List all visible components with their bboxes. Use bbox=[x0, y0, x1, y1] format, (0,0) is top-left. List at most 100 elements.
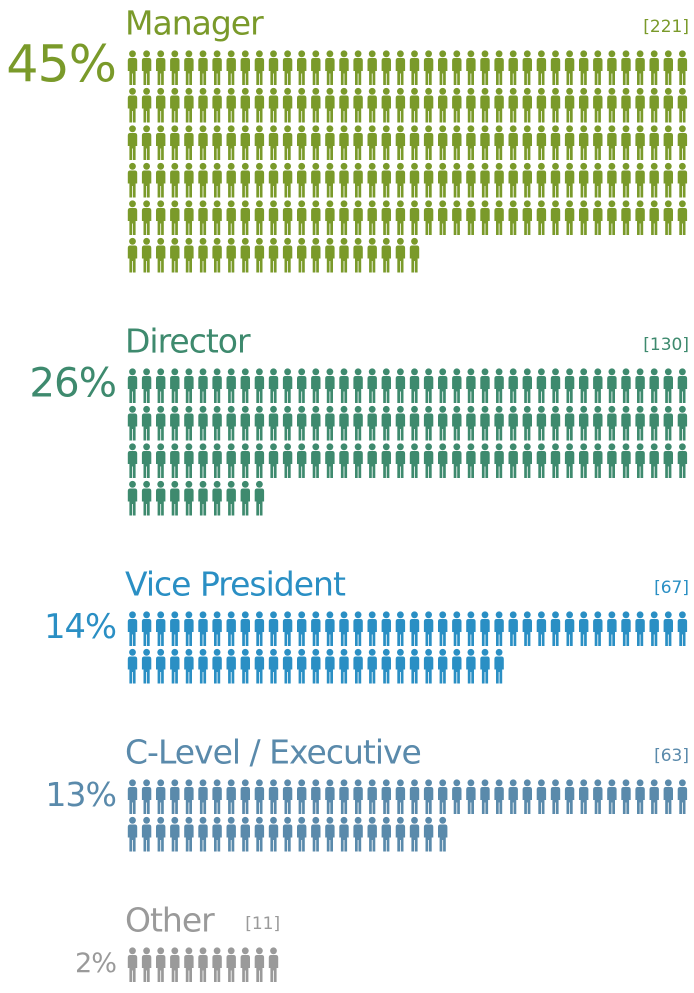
icon-head bbox=[453, 779, 461, 787]
icon-head bbox=[495, 443, 503, 451]
icon-head bbox=[340, 125, 348, 133]
icon-body bbox=[339, 58, 349, 85]
icon-head bbox=[326, 648, 334, 656]
person-icon bbox=[452, 443, 462, 478]
icon-head bbox=[171, 50, 179, 58]
icon-head bbox=[157, 480, 165, 488]
person-icon bbox=[466, 50, 476, 85]
person-icon bbox=[198, 237, 208, 273]
icon-body bbox=[423, 787, 434, 814]
icon-head bbox=[509, 87, 517, 95]
icon-body bbox=[635, 133, 645, 160]
icon-body bbox=[423, 413, 434, 441]
person-icon bbox=[268, 237, 279, 273]
person-icon bbox=[254, 611, 265, 646]
icon-body bbox=[311, 58, 321, 85]
person-icon bbox=[564, 125, 575, 160]
icon-head bbox=[566, 405, 573, 413]
icon-head bbox=[467, 648, 475, 656]
person-icon bbox=[127, 200, 138, 235]
icon-head bbox=[256, 50, 263, 58]
person-icon bbox=[409, 443, 420, 478]
person-icon bbox=[212, 50, 222, 85]
icon-head bbox=[354, 611, 362, 619]
icon-body bbox=[494, 133, 504, 160]
icon-head bbox=[270, 125, 277, 133]
icon-body bbox=[550, 170, 561, 198]
icon-head bbox=[326, 368, 334, 376]
icon-body bbox=[297, 787, 307, 814]
icon-head bbox=[495, 50, 503, 58]
icon-body bbox=[339, 413, 349, 441]
person-icon bbox=[466, 87, 476, 123]
person-icon bbox=[353, 648, 363, 684]
icon-body bbox=[297, 619, 307, 646]
icon-body bbox=[226, 208, 236, 235]
icon-body bbox=[438, 619, 448, 646]
icon-body bbox=[395, 58, 406, 85]
icon-body bbox=[423, 376, 434, 403]
person-icon bbox=[212, 816, 222, 852]
icon-head bbox=[566, 200, 573, 208]
person-icon bbox=[438, 779, 448, 814]
icon-head bbox=[171, 779, 179, 787]
icon-body bbox=[550, 376, 561, 403]
icon-head bbox=[679, 50, 686, 58]
icon-head bbox=[326, 405, 334, 413]
person-icon bbox=[466, 611, 476, 646]
icon-head bbox=[185, 648, 193, 656]
icon-head bbox=[157, 50, 165, 58]
person-icon bbox=[593, 405, 603, 441]
icon-body bbox=[254, 170, 265, 198]
person-icon bbox=[297, 162, 307, 198]
icon-body bbox=[311, 133, 321, 160]
icon-head bbox=[256, 162, 263, 170]
icon-body bbox=[579, 451, 589, 478]
person-icon bbox=[579, 125, 589, 160]
icon-body bbox=[564, 787, 575, 814]
person-icon bbox=[593, 87, 603, 123]
icon-body bbox=[367, 245, 377, 273]
icon-body bbox=[127, 619, 138, 646]
icon-body bbox=[452, 787, 462, 814]
icon-body bbox=[564, 208, 575, 235]
person-icon bbox=[649, 162, 659, 198]
icon-body bbox=[325, 133, 335, 160]
icon-head bbox=[538, 200, 545, 208]
icon-body bbox=[409, 58, 420, 85]
person-icon bbox=[268, 947, 279, 982]
person-icon bbox=[325, 125, 335, 160]
icon-body bbox=[141, 208, 152, 235]
person-icon bbox=[311, 125, 321, 160]
icon-body bbox=[212, 133, 222, 160]
person-icon bbox=[240, 480, 250, 516]
icon-body bbox=[593, 95, 603, 123]
icon-body bbox=[579, 58, 589, 85]
icon-body bbox=[127, 787, 138, 814]
icon-body bbox=[240, 170, 250, 198]
icon-body bbox=[297, 824, 307, 852]
icon-body bbox=[663, 619, 673, 646]
person-icon bbox=[635, 125, 645, 160]
icon-head bbox=[270, 368, 277, 376]
icon-body bbox=[607, 413, 617, 441]
icon-body bbox=[466, 413, 476, 441]
icon-body bbox=[395, 824, 406, 852]
person-icon bbox=[268, 611, 279, 646]
icon-head bbox=[340, 87, 348, 95]
person-icon bbox=[494, 162, 504, 198]
icon-body bbox=[409, 619, 420, 646]
person-icon bbox=[282, 779, 293, 814]
person-icon bbox=[198, 87, 208, 123]
person-icon bbox=[141, 779, 152, 814]
icon-body bbox=[240, 955, 250, 982]
icon-head bbox=[509, 611, 517, 619]
icon-body bbox=[409, 245, 420, 273]
person-icon bbox=[466, 405, 476, 441]
icon-body bbox=[184, 170, 194, 198]
icon-head bbox=[227, 405, 235, 413]
icon-head bbox=[425, 162, 432, 170]
icon-body bbox=[367, 787, 377, 814]
person-icon bbox=[311, 648, 321, 684]
person-icon bbox=[564, 50, 575, 85]
